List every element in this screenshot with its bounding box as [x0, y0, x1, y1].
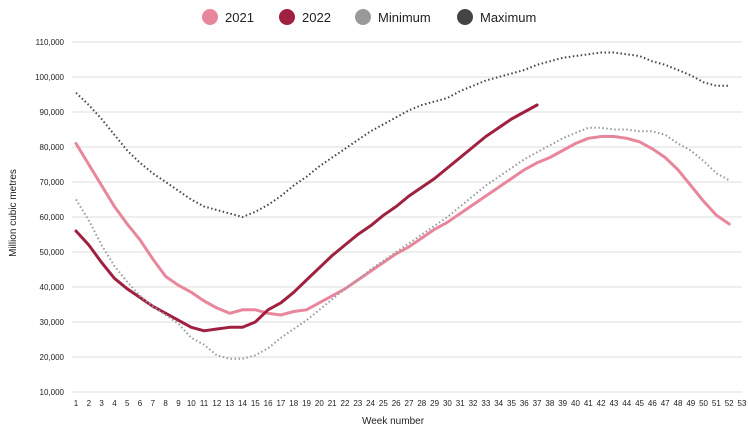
x-tick-label: 35 [507, 399, 516, 408]
series-line-2022 [74, 103, 539, 333]
x-tick-label: 51 [712, 399, 721, 408]
y-axis-tick-labels: 10,000 20,000 30,000 40,000 50,000 60,000 70,0… [35, 38, 64, 397]
x-tick-label: 21 [328, 399, 337, 408]
x-tick-label: 45 [635, 399, 644, 408]
x-tick-label: 52 [725, 399, 734, 408]
legend-marker-maximum [457, 9, 473, 25]
x-tick-label: 22 [341, 399, 350, 408]
x-axis-tick-labels: 1 2 3 4 5 6 7 8 9 10 11 12 13 14 15 16 17 18 19 20 21 22 23 24 2… [74, 399, 747, 408]
x-tick-label: 5 [125, 399, 130, 408]
x-tick-label: 27 [405, 399, 414, 408]
x-tick-label: 15 [251, 399, 260, 408]
x-tick-label: 33 [481, 399, 490, 408]
x-tick-label: 32 [469, 399, 478, 408]
x-tick-label: 11 [200, 399, 209, 408]
x-tick-label: 31 [456, 399, 465, 408]
x-tick-label: 14 [238, 399, 247, 408]
y-tick-label: 30,000 [40, 318, 65, 327]
legend-marker-minimum [355, 9, 371, 25]
legend-marker-2021 [202, 9, 218, 25]
x-tick-label: 6 [138, 399, 143, 408]
x-tick-label: 20 [315, 399, 324, 408]
x-tick-label: 24 [366, 399, 375, 408]
y-tick-label: 70,000 [40, 178, 65, 187]
series-line-minimum [75, 126, 730, 360]
x-tick-label: 23 [353, 399, 362, 408]
y-tick-label: 90,000 [40, 108, 65, 117]
y-tick-label: 60,000 [40, 213, 65, 222]
x-tick-label: 44 [622, 399, 631, 408]
series-lines [74, 51, 731, 360]
x-tick-label: 34 [494, 399, 503, 408]
x-tick-label: 4 [112, 399, 117, 408]
x-tick-label: 13 [225, 399, 234, 408]
y-tick-label: 20,000 [40, 353, 65, 362]
x-tick-label: 38 [545, 399, 554, 408]
x-tick-label: 42 [597, 399, 606, 408]
legend-label-2021: 2021 [225, 10, 254, 25]
y-tick-label: 80,000 [40, 143, 65, 152]
y-tick-label: 110,000 [36, 38, 65, 47]
x-tick-label: 12 [212, 399, 221, 408]
x-tick-label: 29 [430, 399, 439, 408]
legend-label-maximum: Maximum [480, 10, 536, 25]
y-tick-label: 50,000 [40, 248, 65, 257]
x-tick-label: 47 [661, 399, 670, 408]
legend-label-2022: 2022 [302, 10, 331, 25]
x-tick-label: 36 [520, 399, 529, 408]
x-tick-label: 3 [99, 399, 104, 408]
x-tick-label: 46 [648, 399, 657, 408]
x-tick-label: 17 [276, 399, 285, 408]
y-tick-label: 40,000 [40, 283, 65, 292]
x-tick-label: 16 [264, 399, 273, 408]
x-tick-label: 9 [176, 399, 181, 408]
x-tick-label: 10 [187, 399, 196, 408]
x-tick-label: 1 [74, 399, 79, 408]
x-tick-label: 26 [392, 399, 401, 408]
y-tick-label: 10,000 [40, 388, 65, 397]
x-tick-label: 50 [699, 399, 708, 408]
x-tick-label: 39 [558, 399, 567, 408]
legend: 2021 2022 Minimum Maximum [202, 9, 536, 25]
grid-lines [72, 41, 742, 393]
y-tick-label: 100,000 [35, 73, 64, 82]
legend-marker-2022 [279, 9, 295, 25]
x-tick-label: 8 [163, 399, 168, 408]
x-tick-label: 40 [571, 399, 580, 408]
series-line-2021 [74, 135, 731, 317]
x-tick-label: 53 [738, 399, 747, 408]
x-tick-label: 25 [379, 399, 388, 408]
x-tick-label: 2 [87, 399, 92, 408]
x-tick-label: 49 [686, 399, 695, 408]
x-tick-label: 28 [417, 399, 426, 408]
x-tick-label: 30 [443, 399, 452, 408]
x-tick-label: 18 [289, 399, 298, 408]
x-tick-label: 37 [533, 399, 542, 408]
x-tick-label: 41 [584, 399, 593, 408]
y-axis-title: Million cubic metres [8, 169, 19, 257]
x-tick-label: 43 [609, 399, 618, 408]
x-axis-title: Week number [362, 416, 425, 425]
legend-label-minimum: Minimum [378, 10, 431, 25]
x-tick-label: 19 [302, 399, 311, 408]
x-tick-label: 48 [674, 399, 683, 408]
x-tick-label: 7 [151, 399, 156, 408]
